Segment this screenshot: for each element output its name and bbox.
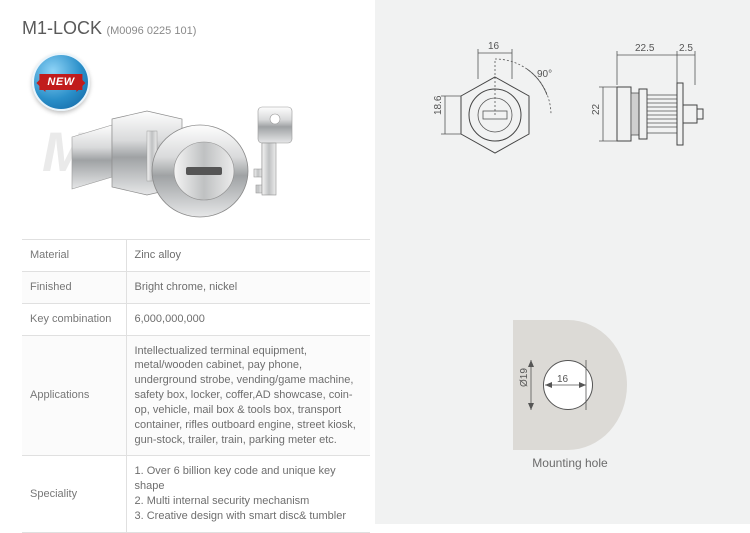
mounting-hole-diagram: Ø19 16 Mounting hole xyxy=(495,320,645,480)
dim-front-width: 16 xyxy=(488,41,500,52)
dim-side-height: 22 xyxy=(591,103,602,115)
mount-dims: Ø19 16 xyxy=(495,320,645,460)
mount-caption: Mounting hole xyxy=(495,456,645,470)
spec-label: Key combination xyxy=(22,303,126,335)
dim-mount-dia: Ø19 xyxy=(519,368,530,387)
product-code: (M0096 0225 101) xyxy=(106,25,196,37)
spec-value: 6,000,000,000 xyxy=(126,303,370,335)
spec-table: Material Zinc alloy Finished Bright chro… xyxy=(22,239,370,533)
dim-front-height: 18.6 xyxy=(433,95,444,115)
spec-value: Intellectualized terminal equipment, met… xyxy=(126,335,370,456)
dim-angle: 90° xyxy=(537,69,552,80)
right-column: 90° 16 18.6 xyxy=(375,0,750,524)
table-row: Key combination 6,000,000,000 xyxy=(22,303,370,335)
spec-label: Finished xyxy=(22,271,126,303)
technical-drawings: 90° 16 18.6 xyxy=(405,30,735,200)
table-row: Speciality 1. Over 6 billion key code an… xyxy=(22,456,370,532)
product-title: M1-LOCK xyxy=(22,18,102,38)
spec-value: 1. Over 6 billion key code and unique ke… xyxy=(126,456,370,532)
new-badge-ribbon: NEW xyxy=(39,74,82,90)
left-column: M1-LOCK (M0096 0225 101) MAKE ® xyxy=(0,0,375,524)
dim-side-body: 22.5 xyxy=(635,43,655,54)
product-illustration xyxy=(52,89,332,254)
new-badge: NEW xyxy=(32,53,90,111)
table-row: Applications Intellectualized terminal e… xyxy=(22,335,370,456)
table-row: Finished Bright chrome, nickel xyxy=(22,271,370,303)
title-line: M1-LOCK (M0096 0225 101) xyxy=(22,18,375,39)
spec-label: Applications xyxy=(22,335,126,456)
product-photo-area: MAKE ® xyxy=(22,49,352,239)
spec-value: Bright chrome, nickel xyxy=(126,271,370,303)
page-root: M1-LOCK (M0096 0225 101) MAKE ® xyxy=(0,0,750,524)
dim-mount-flat: 16 xyxy=(557,374,569,385)
dim-side-cam: 2.5 xyxy=(679,43,693,54)
spec-label: Speciality xyxy=(22,456,126,532)
